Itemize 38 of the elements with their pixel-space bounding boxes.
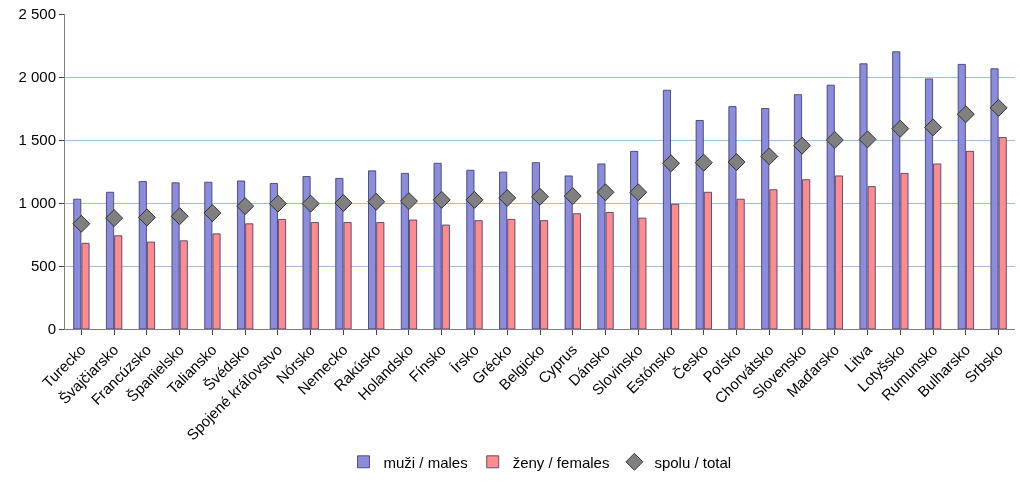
- point: [858, 130, 877, 149]
- point: [694, 153, 713, 172]
- point: [727, 153, 746, 171]
- point: [301, 194, 320, 213]
- point: [170, 207, 189, 226]
- point: [891, 119, 910, 138]
- legend-label: ženy / females: [512, 453, 610, 471]
- point: [268, 194, 287, 213]
- point: [629, 183, 648, 202]
- y-tick-label: 0: [47, 320, 56, 338]
- point: [137, 208, 156, 227]
- point: [432, 190, 451, 209]
- y-tick-label: 2 000: [18, 68, 56, 86]
- point: [662, 154, 680, 173]
- y-tick-label: 1 500: [18, 131, 56, 149]
- point: [596, 183, 615, 202]
- y-tick-label: 1 000: [18, 194, 56, 212]
- point: [334, 194, 353, 212]
- point: [956, 105, 975, 124]
- point: [105, 209, 124, 228]
- point: [989, 98, 1008, 117]
- point: [924, 118, 943, 137]
- point: [400, 192, 418, 211]
- point: [367, 192, 386, 211]
- point: [760, 147, 779, 166]
- point: [203, 204, 222, 223]
- y-tick-label: 2 500: [18, 5, 56, 23]
- point: [498, 189, 517, 207]
- point: [531, 187, 549, 206]
- point: [72, 214, 91, 233]
- legend-label: spolu / total: [654, 453, 732, 471]
- point: [793, 136, 812, 155]
- legend-label: muži / males: [383, 453, 468, 471]
- point: [563, 187, 582, 206]
- point: [236, 197, 255, 216]
- y-tick-label: 500: [30, 257, 56, 275]
- point: [465, 190, 484, 209]
- point: [825, 131, 844, 149]
